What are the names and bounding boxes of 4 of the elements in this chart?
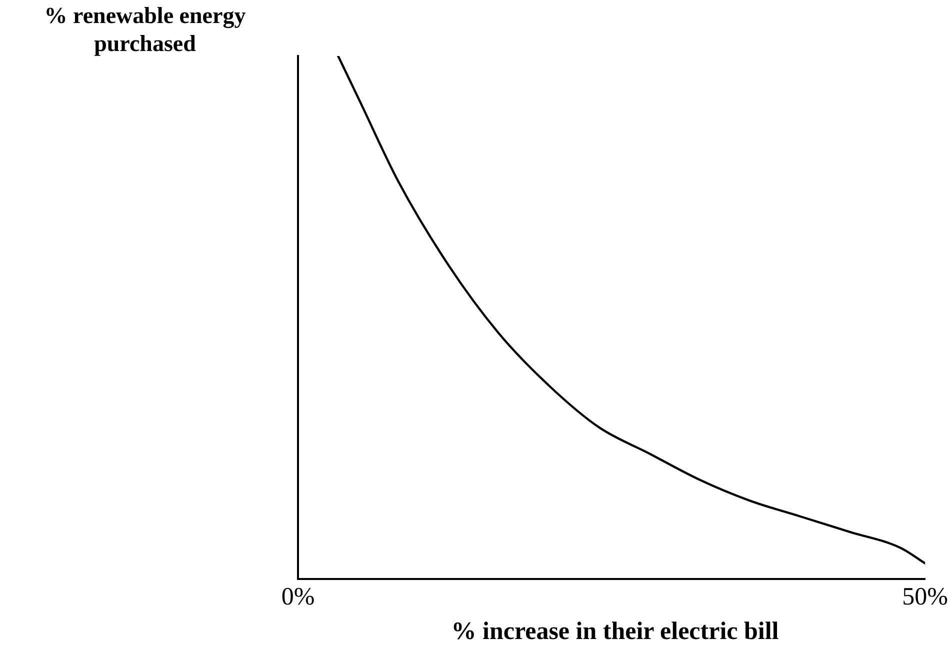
x-axis-title: % increase in their electric bill bbox=[450, 618, 780, 646]
y-axis-title: % renewable energy purchased bbox=[43, 2, 247, 58]
x-tick-label: 50% bbox=[902, 584, 948, 611]
x-tick-label: 0% bbox=[281, 584, 315, 611]
